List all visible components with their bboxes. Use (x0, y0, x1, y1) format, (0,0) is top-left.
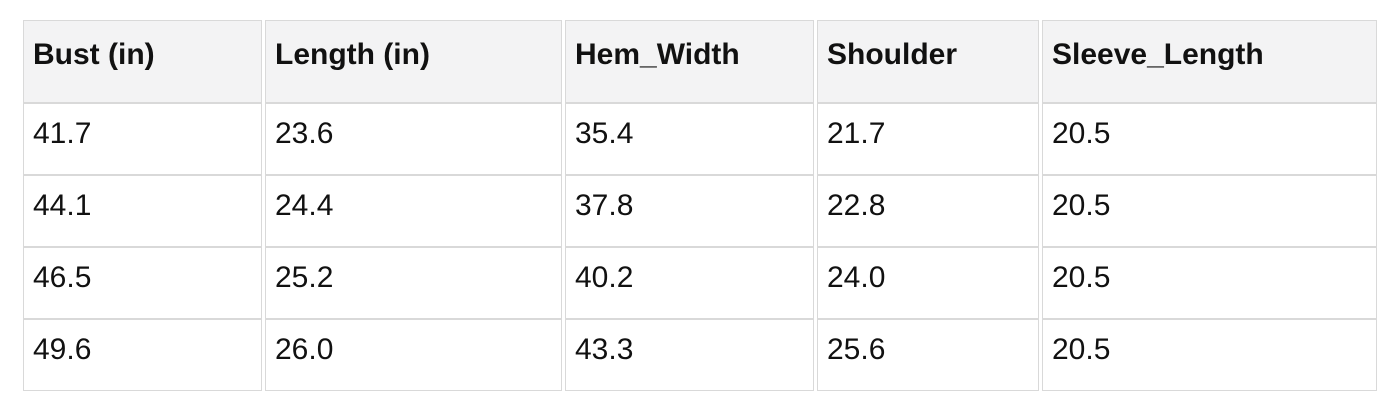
table-row: 44.1 24.4 37.8 22.8 20.5 (23, 175, 1377, 247)
table-cell: 46.5 (23, 247, 262, 319)
header-cell-sleeve-length: Sleeve_Length (1042, 20, 1377, 103)
table-cell: 26.0 (265, 319, 562, 391)
header-cell-bust: Bust (in) (23, 20, 262, 103)
table-cell: 25.2 (265, 247, 562, 319)
table-cell: 35.4 (565, 103, 814, 175)
table-cell: 44.1 (23, 175, 262, 247)
table-cell: 21.7 (817, 103, 1039, 175)
table-row: 46.5 25.2 40.2 24.0 20.5 (23, 247, 1377, 319)
table-cell: 20.5 (1042, 103, 1377, 175)
table-cell: 25.6 (817, 319, 1039, 391)
table-cell: 20.5 (1042, 319, 1377, 391)
table-cell: 43.3 (565, 319, 814, 391)
table-row: 49.6 26.0 43.3 25.6 20.5 (23, 319, 1377, 391)
table-cell: 40.2 (565, 247, 814, 319)
table-row: 41.7 23.6 35.4 21.7 20.5 (23, 103, 1377, 175)
header-cell-length: Length (in) (265, 20, 562, 103)
header-cell-hem-width: Hem_Width (565, 20, 814, 103)
table-cell: 24.0 (817, 247, 1039, 319)
table-header-row: Bust (in) Length (in) Hem_Width Shoulder… (23, 20, 1377, 103)
table-cell: 37.8 (565, 175, 814, 247)
table-cell: 24.4 (265, 175, 562, 247)
table-cell: 22.8 (817, 175, 1039, 247)
table-cell: 20.5 (1042, 175, 1377, 247)
table-cell: 49.6 (23, 319, 262, 391)
measurements-table: Bust (in) Length (in) Hem_Width Shoulder… (20, 20, 1380, 391)
table-cell: 23.6 (265, 103, 562, 175)
header-cell-shoulder: Shoulder (817, 20, 1039, 103)
table-cell: 20.5 (1042, 247, 1377, 319)
table-cell: 41.7 (23, 103, 262, 175)
